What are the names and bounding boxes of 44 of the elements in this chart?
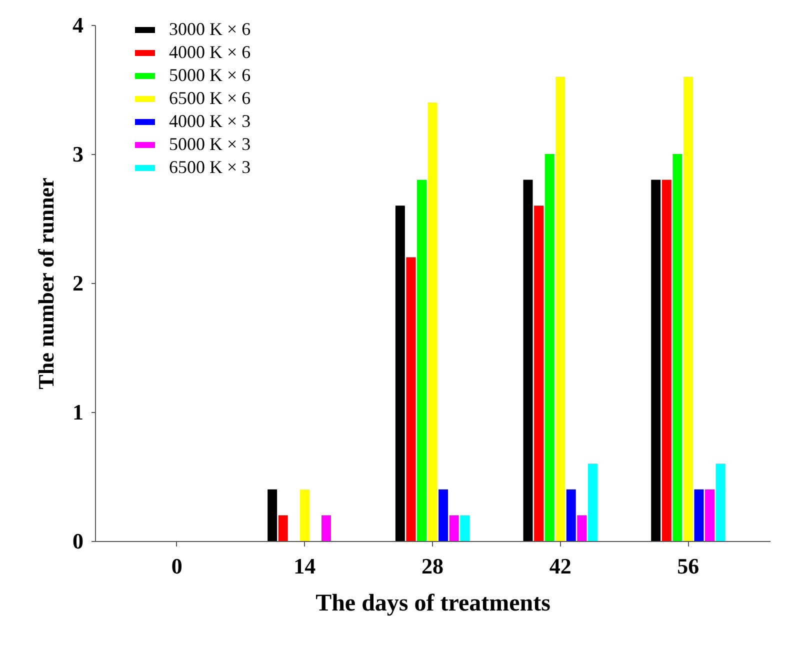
legend-label: 3000 K × 6 xyxy=(169,19,251,39)
bar xyxy=(694,489,704,541)
bar xyxy=(300,489,310,541)
bar xyxy=(321,515,331,541)
y-tick-label: 3 xyxy=(72,142,84,166)
bar xyxy=(428,102,438,541)
bar xyxy=(704,489,714,541)
x-tick-label: 42 xyxy=(549,554,572,578)
bar xyxy=(268,489,278,541)
x-tick-label: 28 xyxy=(422,554,444,578)
legend-label: 5000 K × 6 xyxy=(169,65,251,85)
bar xyxy=(534,206,544,541)
bar xyxy=(523,180,533,541)
x-axis-title: The days of treatments xyxy=(316,590,550,616)
bar xyxy=(406,257,416,541)
bar xyxy=(460,515,470,541)
bar xyxy=(416,180,426,541)
y-axis-title: The number of runner xyxy=(34,177,58,390)
legend-label: 6500 K × 6 xyxy=(169,88,251,108)
bar xyxy=(438,489,448,541)
bar xyxy=(651,180,661,541)
bar xyxy=(395,206,405,541)
legend-label: 4000 K × 6 xyxy=(169,42,251,62)
y-tick-label: 1 xyxy=(72,400,84,424)
bar xyxy=(662,180,672,541)
bar xyxy=(566,489,576,541)
y-tick-label: 0 xyxy=(72,528,84,554)
x-tick-label: 0 xyxy=(171,554,182,578)
legend-label: 5000 K × 3 xyxy=(169,134,251,154)
bar xyxy=(683,76,693,541)
bar xyxy=(556,76,566,541)
x-tick-label: 14 xyxy=(294,554,316,578)
legend-label: 6500 K × 3 xyxy=(169,157,251,177)
legend-label: 4000 K × 3 xyxy=(169,111,251,131)
bar xyxy=(449,515,459,541)
bar xyxy=(544,154,554,541)
x-tick-label: 56 xyxy=(677,554,700,578)
y-tick-label: 4 xyxy=(72,12,84,38)
bar xyxy=(278,515,288,541)
y-tick-label: 2 xyxy=(72,270,84,296)
bar xyxy=(672,154,682,541)
bar xyxy=(577,515,587,541)
bar xyxy=(716,464,726,541)
bar xyxy=(588,464,598,541)
